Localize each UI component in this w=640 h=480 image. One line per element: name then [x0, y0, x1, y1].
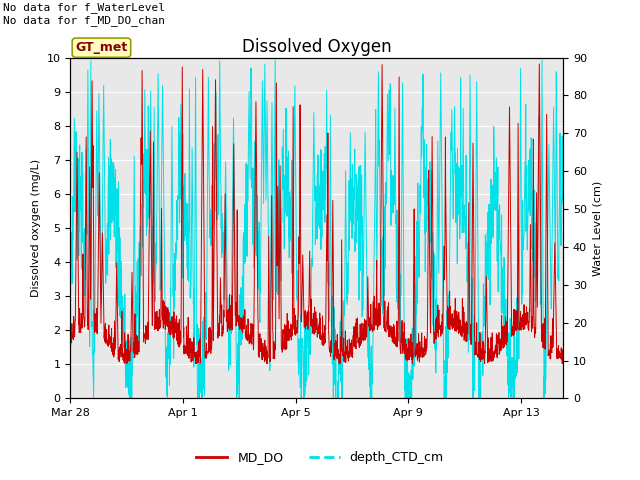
Text: GT_met: GT_met: [76, 41, 127, 54]
Title: Dissolved Oxygen: Dissolved Oxygen: [242, 38, 392, 56]
Text: No data for f_WaterLevel
No data for f_MD_DO_chan: No data for f_WaterLevel No data for f_M…: [3, 2, 165, 26]
Y-axis label: Dissolved oxygen (mg/L): Dissolved oxygen (mg/L): [31, 159, 41, 297]
Y-axis label: Water Level (cm): Water Level (cm): [593, 180, 603, 276]
Legend: MD_DO, depth_CTD_cm: MD_DO, depth_CTD_cm: [191, 446, 449, 469]
